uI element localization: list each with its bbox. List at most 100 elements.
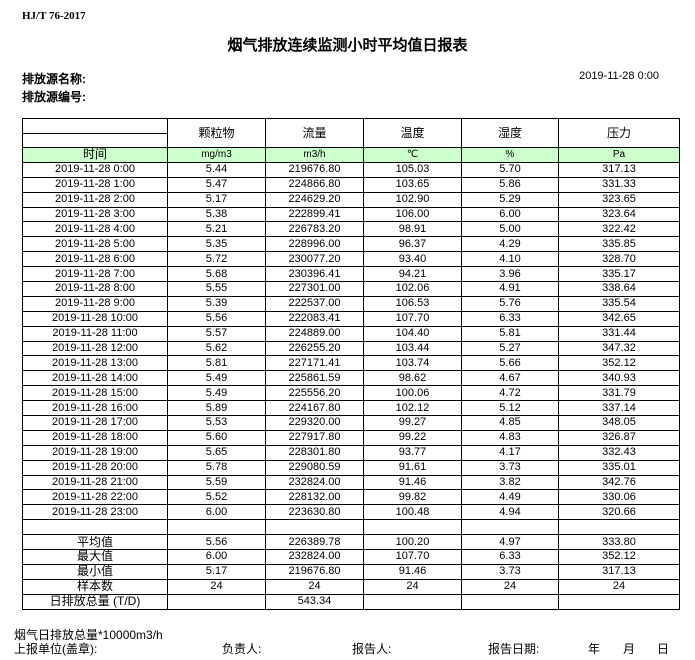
value-cell: 94.21 [363, 266, 462, 283]
value-cell: 5.66 [461, 355, 559, 372]
row-label-cell: 2019-11-28 0:00 [22, 161, 168, 178]
value-cell: 104.40 [363, 325, 462, 342]
value-cell: 335.17 [558, 266, 680, 283]
value-cell: 6.00 [167, 504, 266, 521]
value-cell: 352.12 [558, 355, 680, 372]
value-cell: 5.56 [167, 310, 266, 327]
data-row: 2019-11-28 7:00 5.68 230396.41 94.21 3.96 335… [22, 266, 680, 283]
data-row: 2019-11-28 2:00 5.17 224629.20 102.90 5.29 32… [22, 191, 680, 208]
value-cell: 332.43 [558, 444, 680, 461]
value-cell: 5.17 [167, 563, 266, 580]
value-cell: 93.77 [363, 444, 462, 461]
value-cell: 24 [167, 578, 266, 595]
row-label-cell: 2019-11-28 4:00 [22, 221, 168, 238]
source-number-label: 排放源编号: [22, 90, 86, 104]
value-cell: 4.83 [461, 429, 559, 446]
row-label-cell: 2019-11-28 14:00 [22, 370, 168, 387]
row-label-cell: 2019-11-28 20:00 [22, 459, 168, 476]
data-row: 2019-11-28 9:00 5.39 222537.00 106.53 5.76 33… [22, 295, 680, 312]
value-cell: 24 [558, 578, 680, 595]
standard-code: HJ/T 76-2017 [22, 10, 86, 22]
value-cell: 331.44 [558, 325, 680, 342]
value-cell: 5.59 [167, 474, 266, 491]
row-label-cell: 2019-11-28 3:00 [22, 206, 168, 223]
value-cell: 330.06 [558, 489, 680, 506]
value-cell: 99.22 [363, 429, 462, 446]
value-cell: 348.05 [558, 415, 680, 431]
value-cell: 322.42 [558, 221, 680, 238]
value-cell [167, 519, 266, 536]
value-cell: 227917.80 [265, 429, 364, 446]
value-cell: 5.60 [167, 429, 266, 446]
value-cell: 4.17 [461, 444, 559, 461]
value-cell: 222537.00 [265, 295, 364, 312]
row-label-cell: 2019-11-28 19:00 [22, 444, 168, 461]
value-cell: 99.27 [363, 415, 462, 431]
row-label-cell: 2019-11-28 1:00 [22, 176, 168, 193]
unit-cell: Pa [558, 147, 680, 163]
unit-cell: mg/m3 [167, 147, 266, 163]
value-cell: 227301.00 [265, 281, 364, 297]
value-cell: 5.39 [167, 295, 266, 312]
value-cell: 5.38 [167, 206, 266, 223]
value-cell: 331.79 [558, 385, 680, 402]
row-label-cell: 2019-11-28 17:00 [22, 415, 168, 431]
value-cell: 5.12 [461, 400, 559, 417]
unit-cell: % [461, 147, 559, 163]
value-cell: 5.62 [167, 340, 266, 357]
data-row: 2019-11-28 14:00 5.49 225861.59 98.62 4.67 34… [22, 370, 680, 387]
data-row: 2019-11-28 11:00 5.57 224889.00 104.40 5.81 3… [22, 325, 680, 342]
value-cell [461, 519, 559, 536]
stats-row: 样本数 24 24 24 24 24 [22, 578, 680, 595]
row-label-cell: 日排放总量 (T/D) [22, 593, 168, 610]
value-cell: 5.17 [167, 191, 266, 208]
data-row: 2019-11-28 10:00 5.56 222083.41 107.70 6.33 3… [22, 310, 680, 327]
row-label-cell: 最小值 [22, 563, 168, 580]
data-row: 2019-11-28 21:00 5.59 232824.00 91.46 3.82 34… [22, 474, 680, 491]
value-cell: 102.90 [363, 191, 462, 208]
row-label-cell: 2019-11-28 2:00 [22, 191, 168, 208]
value-cell: 24 [461, 578, 559, 595]
stats-row: 日排放总量 (T/D) 543.34 [22, 593, 680, 610]
value-cell: 230396.41 [265, 266, 364, 283]
value-cell: 98.91 [363, 221, 462, 238]
value-cell: 4.29 [461, 236, 559, 253]
data-row: 2019-11-28 4:00 5.21 226783.20 98.91 5.00 322… [22, 221, 680, 238]
value-cell: 317.13 [558, 161, 680, 178]
value-cell: 6.33 [461, 310, 559, 327]
value-cell: 93.40 [363, 251, 462, 268]
value-cell: 106.53 [363, 295, 462, 312]
value-cell: 335.54 [558, 295, 680, 312]
value-cell: 5.81 [461, 325, 559, 342]
value-cell: 100.06 [363, 385, 462, 402]
value-cell: 225556.20 [265, 385, 364, 402]
report-date-label: 报告日期: [488, 642, 540, 656]
row-label-cell: 2019-11-28 6:00 [22, 251, 168, 268]
report-datetime: 2019-11-28 0:00 [579, 70, 659, 82]
value-cell: 4.91 [461, 281, 559, 297]
row-label-cell: 2019-11-28 10:00 [22, 310, 168, 327]
value-cell: 4.94 [461, 504, 559, 521]
value-cell: 102.06 [363, 281, 462, 297]
data-row: 2019-11-28 16:00 5.89 224167.80 102.12 5.12 3… [22, 400, 680, 417]
report-table: 颗粒物 流量 温度 湿度 压力 时间 mg/m3 m3/h ℃ % Pa 201… [22, 118, 680, 610]
value-cell: 5.29 [461, 191, 559, 208]
value-cell: 224866.80 [265, 176, 364, 193]
unit-cell: m3/h [265, 147, 364, 163]
value-cell: 4.85 [461, 415, 559, 431]
value-cell: 3.96 [461, 266, 559, 283]
value-cell: 224889.00 [265, 325, 364, 342]
value-cell: 219676.80 [265, 563, 364, 580]
value-cell: 337.14 [558, 400, 680, 417]
value-cell: 3.73 [461, 459, 559, 476]
value-cell: 331.33 [558, 176, 680, 193]
reporter-label: 报告人: [352, 642, 392, 656]
row-label-cell: 2019-11-28 8:00 [22, 281, 168, 297]
value-cell: 5.57 [167, 325, 266, 342]
value-cell: 352.12 [558, 549, 680, 565]
value-cell: 5.47 [167, 176, 266, 193]
stats-row: 平均值 5.56 226389.78 100.20 4.97 333.80 [22, 534, 680, 551]
row-label-cell: 2019-11-28 15:00 [22, 385, 168, 402]
data-row: 2019-11-28 13:00 5.81 227171.41 103.74 5.66 3… [22, 355, 680, 372]
data-row: 2019-11-28 8:00 5.55 227301.00 102.06 4.91 33… [22, 281, 680, 297]
